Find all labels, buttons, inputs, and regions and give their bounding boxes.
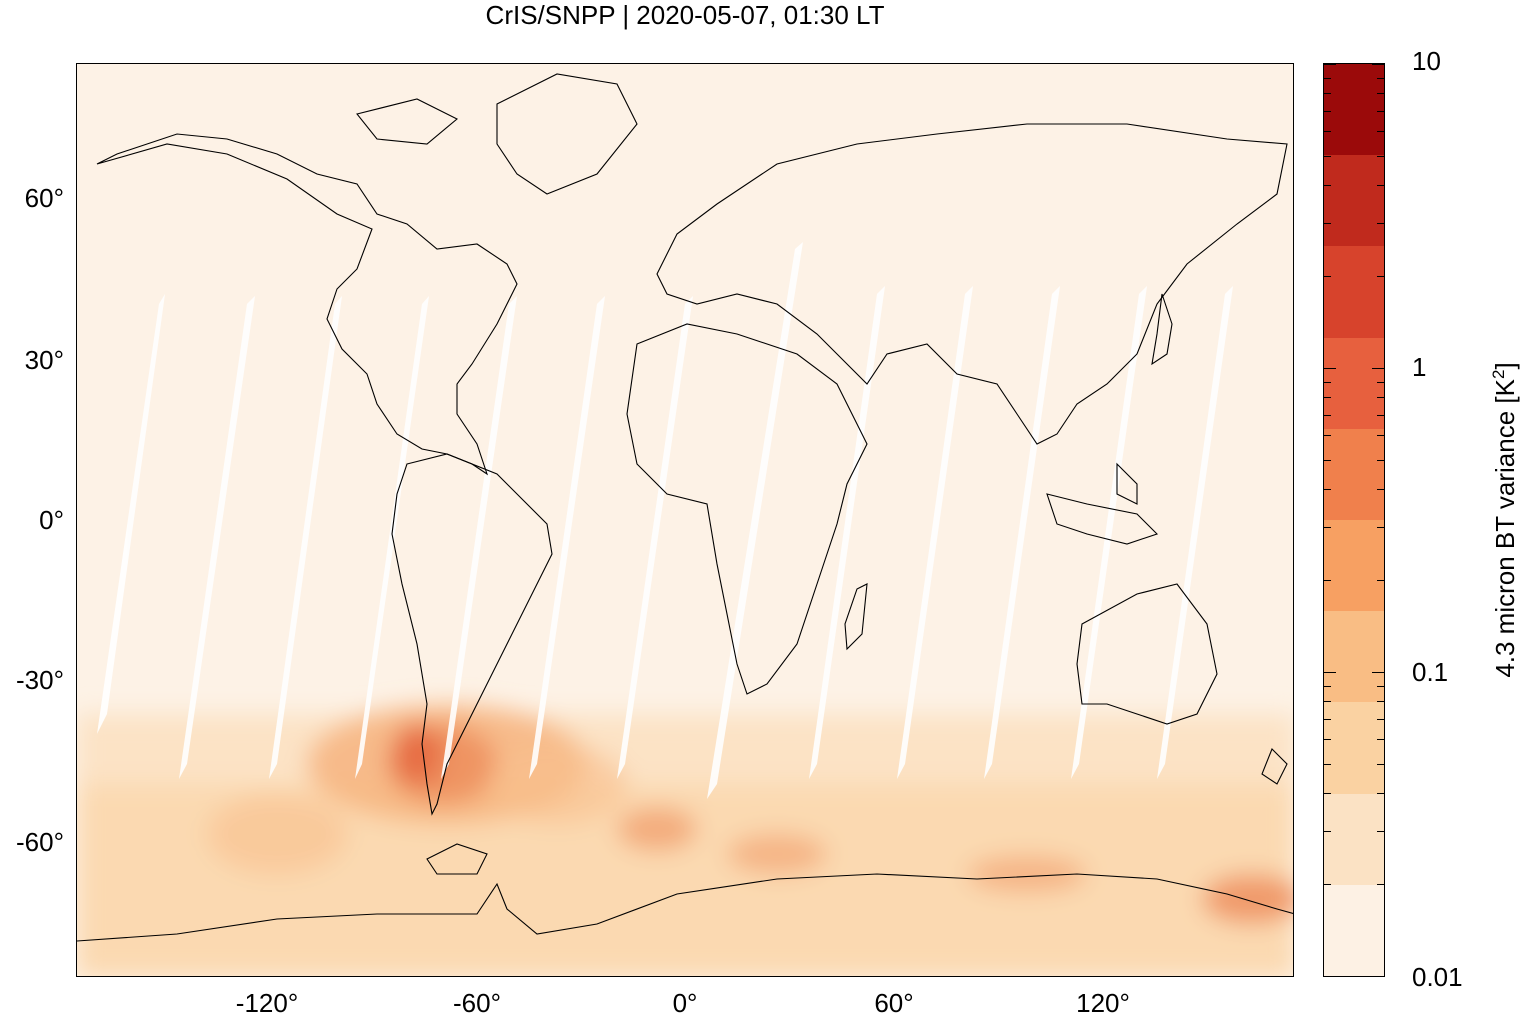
colorbar-tick	[1377, 685, 1384, 687]
colorbar-tick	[1377, 155, 1384, 157]
colorbar-tick	[1377, 792, 1384, 794]
colorbar-tick	[1377, 830, 1384, 832]
colorbar-tick	[1324, 685, 1331, 687]
colorbar-tick	[1324, 459, 1331, 461]
colorbar-tick	[1377, 580, 1384, 582]
colorbar-tick	[1377, 884, 1384, 886]
colorbar-title: 4.3 micron BT variance [K2]	[1489, 362, 1521, 677]
colorbar-tick	[1324, 976, 1336, 977]
colorbar	[1323, 63, 1385, 977]
colorbar-tick	[1324, 792, 1331, 794]
colorbar-tick	[1324, 111, 1331, 113]
colorbar-segment	[1324, 337, 1384, 429]
colorbar-tick	[1377, 276, 1384, 278]
colorbar-tick	[1324, 739, 1331, 741]
colorbar-tick	[1324, 435, 1331, 437]
colorbar-tick	[1377, 93, 1384, 95]
colorbar-tick	[1377, 131, 1384, 133]
colorbar-tick	[1324, 77, 1331, 79]
colorbar-title-text: 4.3 micron BT variance [K	[1489, 379, 1520, 678]
x-tick-label-neg120: -120°	[235, 988, 299, 1018]
colorbar-tick	[1372, 976, 1384, 977]
map-svg	[77, 64, 1293, 976]
colorbar-tick	[1324, 415, 1331, 417]
colorbar-tick	[1377, 488, 1384, 490]
colorbar-tick	[1324, 155, 1331, 157]
colorbar-tick	[1324, 719, 1331, 721]
colorbar-tick	[1377, 739, 1384, 741]
x-tick-label-120: 120°	[1076, 988, 1130, 1018]
colorbar-tick	[1372, 368, 1384, 369]
colorbar-segment	[1324, 155, 1384, 247]
x-tick-label-0: 0°	[672, 988, 698, 1018]
colorbar-tick	[1324, 184, 1331, 186]
colorbar-tick	[1324, 131, 1331, 133]
y-tick-label-60: 60°	[24, 183, 64, 213]
colorbar-tick	[1377, 435, 1384, 437]
colorbar-title-sup: 2	[1489, 369, 1509, 380]
colorbar-segment	[1324, 246, 1384, 338]
colorbar-tick-label-10: 10	[1412, 46, 1441, 76]
colorbar-segment	[1324, 520, 1384, 612]
colorbar-segment	[1324, 428, 1384, 520]
colorbar-tick	[1324, 368, 1336, 369]
colorbar-segment	[1324, 702, 1384, 794]
colorbar-segment	[1324, 611, 1384, 703]
colorbar-tick	[1377, 526, 1384, 528]
colorbar-segment	[1324, 64, 1384, 156]
colorbar-tick	[1324, 763, 1331, 765]
colorbar-tick	[1324, 276, 1331, 278]
variance-field	[77, 704, 1293, 976]
colorbar-tick	[1377, 111, 1384, 113]
colorbar-tick-label-0.1: 0.1	[1412, 657, 1449, 687]
map-title: CrIS/SNPP | 2020-05-07, 01:30 LT	[485, 0, 885, 30]
colorbar-tick	[1377, 459, 1384, 461]
colorbar-tick	[1324, 884, 1331, 886]
x-tick-label-60: 60°	[874, 988, 914, 1018]
map-plot-area	[76, 63, 1294, 977]
colorbar-tick	[1324, 64, 1336, 65]
colorbar-tick-label-0.01: 0.01	[1412, 962, 1463, 992]
colorbar-segment	[1324, 793, 1384, 885]
colorbar-tick	[1324, 222, 1331, 224]
y-tick-label-30: 30°	[24, 345, 64, 375]
colorbar-tick-label-1: 1	[1412, 352, 1427, 382]
colorbar-tick	[1372, 672, 1384, 673]
y-tick-label-neg30: -30°	[16, 665, 64, 695]
coastlines	[77, 73, 1293, 942]
swath-gaps	[97, 242, 1233, 799]
colorbar-tick	[1324, 381, 1331, 383]
colorbar-tick	[1324, 830, 1331, 832]
colorbar-segment	[1324, 884, 1384, 976]
x-tick-label-neg60: -60°	[453, 988, 501, 1018]
colorbar-tick	[1377, 222, 1384, 224]
colorbar-tick	[1377, 184, 1384, 186]
colorbar-tick	[1377, 77, 1384, 79]
colorbar-tick	[1324, 580, 1331, 582]
y-tick-label-0: 0°	[39, 505, 64, 535]
colorbar-tick	[1324, 672, 1336, 673]
colorbar-tick	[1324, 701, 1331, 703]
y-tick-label-neg60: -60°	[16, 827, 64, 857]
colorbar-tick	[1324, 526, 1331, 528]
colorbar-tick	[1377, 415, 1384, 417]
colorbar-tick	[1377, 763, 1384, 765]
colorbar-tick	[1372, 64, 1384, 65]
colorbar-tick	[1377, 719, 1384, 721]
colorbar-tick	[1377, 701, 1384, 703]
colorbar-tick	[1324, 93, 1331, 95]
colorbar-tick	[1377, 397, 1384, 399]
colorbar-tick	[1324, 488, 1331, 490]
colorbar-tick	[1324, 397, 1331, 399]
colorbar-tick	[1377, 381, 1384, 383]
colorbar-title-end: ]	[1489, 362, 1520, 370]
